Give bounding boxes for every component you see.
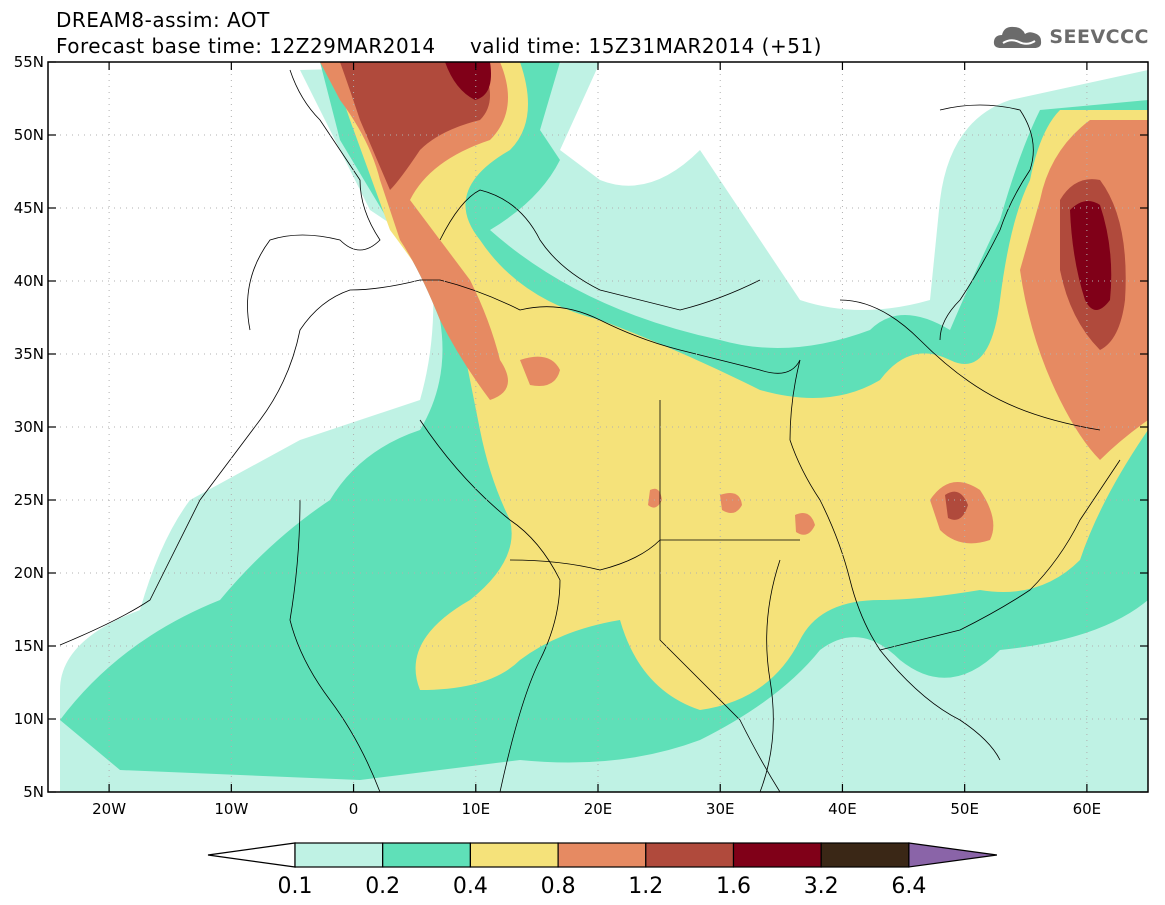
seevccc-logo: SEEVCCC [991,22,1149,52]
colorbar-label: 0.2 [365,874,400,899]
lon-tick-label: 20E [584,800,613,818]
lat-tick-label: 50N [14,126,44,144]
colorbar-segment [557,842,647,868]
colorbar-segment [820,842,910,868]
aot-shading [60,62,1148,792]
colorbar-over-arrow [908,842,997,868]
lat-axis: 55N 50N 45N 40N 35N 30N 25N 20N 15N 10N 5N [14,53,1148,801]
colorbar-label: 6.4 [891,874,926,899]
lat-tick-label: 30N [14,418,44,436]
colorbar-segment [645,842,735,868]
colorbar-label: 3.2 [804,874,839,899]
lon-tick-label: 40E [828,800,857,818]
lat-tick-label: 45N [14,199,44,217]
colorbar-label: 0.4 [453,874,488,899]
lon-tick-label: 50E [950,800,979,818]
logo-text: SEEVCCC [1049,26,1149,48]
lon-tick-label: 10W [214,800,248,818]
cloud-icon [994,26,1042,48]
coastlines [59,69,1121,792]
lon-tick-label: 30E [706,800,735,818]
lat-tick-label: 25N [14,491,44,509]
colorbar-segment [294,842,384,868]
colorbar-label: 1.2 [628,874,663,899]
lon-tick-label: 20W [92,800,126,818]
lon-tick-label: 0 [349,800,359,818]
lon-tick-label: 10E [461,800,490,818]
aot-colorbar: 0.1 0.2 0.4 0.8 1.2 1.6 3.2 6.4 [207,842,997,899]
colorbar-segment [469,842,559,868]
map-title: DREAM8-assim: AOT [56,8,270,32]
lat-tick-label: 20N [14,564,44,582]
colorbar-label: 1.6 [716,874,751,899]
colorbar-segment [382,842,472,868]
valid-time-label: valid time: 15Z31MAR2014 (+51) [469,34,822,58]
lon-axis: 20W 10W 0 10E 20E 30E 40E 50E 60E [92,62,1101,818]
colorbar-label: 0.1 [278,874,313,899]
lon-tick-label: 60E [1073,800,1102,818]
lat-tick-label: 5N [23,783,44,801]
colorbar-label: 0.8 [541,874,576,899]
colorbar-under-arrow [207,842,296,868]
lat-tick-label: 15N [14,637,44,655]
map-subtitle: Forecast base time: 12Z29MAR2014 valid t… [56,34,822,58]
lat-tick-label: 55N [14,53,44,71]
lat-tick-label: 40N [14,272,44,290]
colorbar-segment [732,842,822,868]
base-time-label: Forecast base time: 12Z29MAR2014 [56,34,436,58]
lat-tick-label: 35N [14,345,44,363]
lat-tick-label: 10N [14,710,44,728]
